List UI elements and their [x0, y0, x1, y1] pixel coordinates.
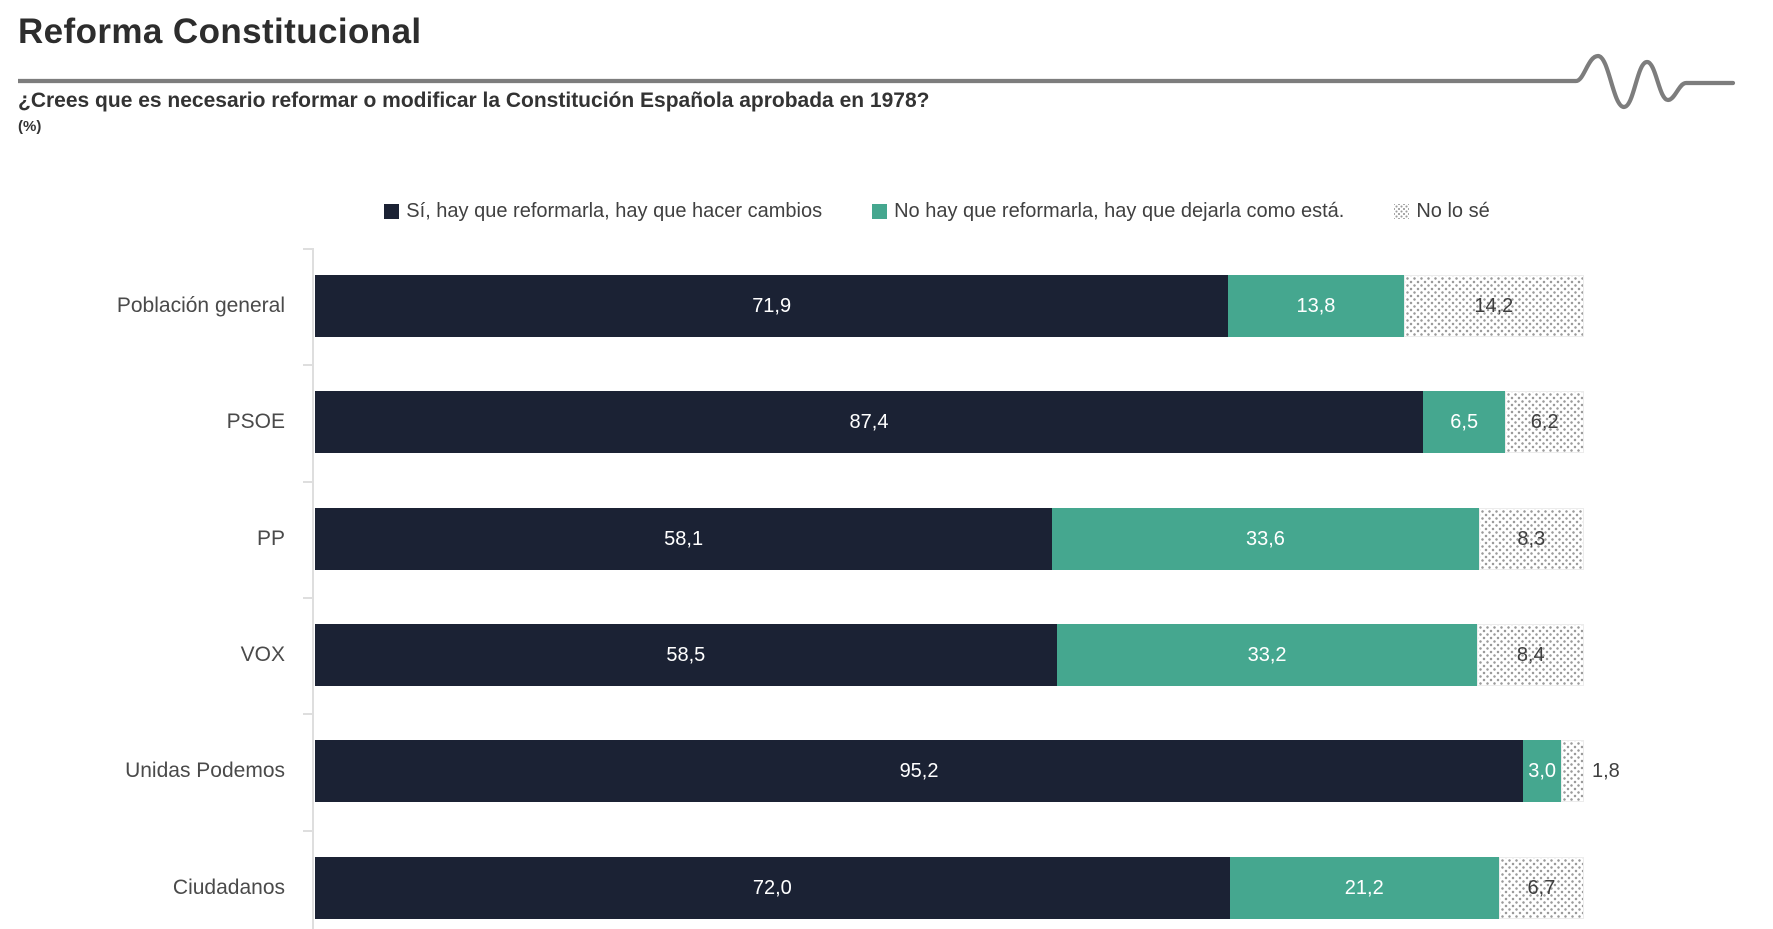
- bar-row: 72,0 21,2 6,7: [315, 856, 1584, 919]
- legend-swatch-no-icon: [872, 204, 888, 219]
- bar-segment-dk: 6,7: [1498, 856, 1584, 919]
- bar-segment-dk: 6,2: [1505, 391, 1584, 454]
- value-label: 6,5: [1450, 411, 1479, 434]
- legend-swatch-dontknow-icon: [1394, 204, 1410, 219]
- value-label: 1,8: [1591, 760, 1620, 783]
- value-label: 21,2: [1344, 876, 1384, 899]
- bar-segment-no: 13,8: [1228, 275, 1404, 337]
- value-label: 13,8: [1296, 295, 1336, 317]
- bar-segment-yes: 58,5: [315, 623, 1057, 686]
- category-label: VOX: [240, 642, 285, 666]
- y-axis-line: [312, 248, 314, 929]
- bar-segment-dk: 8,4: [1477, 623, 1584, 686]
- legend-item-dontknow: No lo sé: [1394, 200, 1490, 223]
- value-label: 6,2: [1530, 411, 1559, 434]
- bar-segment-no: 33,2: [1056, 623, 1478, 686]
- bar-segment-dk: 8,3: [1478, 507, 1584, 570]
- bar-segment-yes: 87,4: [315, 391, 1423, 454]
- bar-row: 58,1 33,6 8,3: [315, 507, 1584, 570]
- value-label: 33,2: [1247, 643, 1287, 666]
- category-label: Ciudadanos: [172, 875, 285, 899]
- legend-label-dontknow: No lo sé: [1416, 200, 1490, 222]
- category-label: PP: [256, 526, 285, 550]
- category-label: PSOE: [226, 410, 285, 434]
- value-label: 95,2: [899, 760, 939, 783]
- value-label: 6,7: [1527, 876, 1556, 899]
- category-label: Población general: [116, 294, 285, 317]
- axis-tick: [303, 596, 312, 599]
- unit-label: (%): [18, 118, 42, 135]
- bar-row: 87,4 6,5 6,2: [315, 391, 1584, 454]
- bar-row: 71,9 13,8 14,2: [315, 275, 1584, 337]
- category-label: Unidas Podemos: [125, 759, 285, 783]
- value-label: 87,4: [849, 411, 889, 434]
- bar-segment-yes: 71,9: [315, 275, 1229, 337]
- value-label: 71,9: [752, 295, 792, 317]
- bar-segment-yes: 58,1: [315, 507, 1053, 570]
- bar-segment-yes: 72,0: [315, 856, 1230, 919]
- bar-segment-no: 33,6: [1052, 507, 1479, 570]
- value-label: 8,4: [1516, 643, 1545, 666]
- legend-item-yes: Sí, hay que reformarla, hay que hacer ca…: [384, 200, 822, 223]
- bar-segment-yes: 95,2: [315, 740, 1524, 803]
- bar-row: 58,5 33,2 8,4: [315, 623, 1584, 686]
- value-label: 58,5: [666, 643, 706, 666]
- bar-segment-no: 6,5: [1422, 391, 1506, 454]
- legend-label-no: No hay que reformarla, hay que dejarla c…: [894, 200, 1345, 222]
- legend-label-yes: Sí, hay que reformarla, hay que hacer ca…: [406, 200, 823, 222]
- legend-swatch-yes-icon: [384, 204, 400, 219]
- value-label: 33,6: [1246, 527, 1285, 550]
- chart-question: ¿Crees que es necesario reformar o modif…: [18, 89, 930, 112]
- page-title: Reforma Constitucional: [18, 12, 422, 51]
- value-label: 58,1: [664, 527, 704, 550]
- axis-tick: [303, 829, 312, 832]
- bar-segment-dk: 14,2: [1403, 275, 1584, 337]
- bar-segment-dk: 1,8: [1561, 740, 1620, 803]
- legend: Sí, hay que reformarla, hay que hacer ca…: [290, 200, 1584, 223]
- axis-tick: [303, 248, 312, 250]
- bar-segment-no: 3,0: [1523, 740, 1562, 803]
- title-rule-squiggle: [18, 53, 1736, 110]
- axis-tick: [303, 364, 312, 367]
- value-label: 14,2: [1474, 295, 1514, 317]
- axis-tick: [303, 713, 312, 716]
- value-label: 8,3: [1517, 527, 1546, 550]
- value-label: 3,0: [1528, 760, 1557, 783]
- bar-row: 95,2 3,0 1,8: [315, 740, 1620, 803]
- legend-item-no: No hay que reformarla, hay que dejarla c…: [872, 200, 1344, 223]
- value-label: 72,0: [752, 876, 792, 899]
- bar-segment-no: 21,2: [1229, 856, 1499, 919]
- axis-tick: [303, 480, 312, 483]
